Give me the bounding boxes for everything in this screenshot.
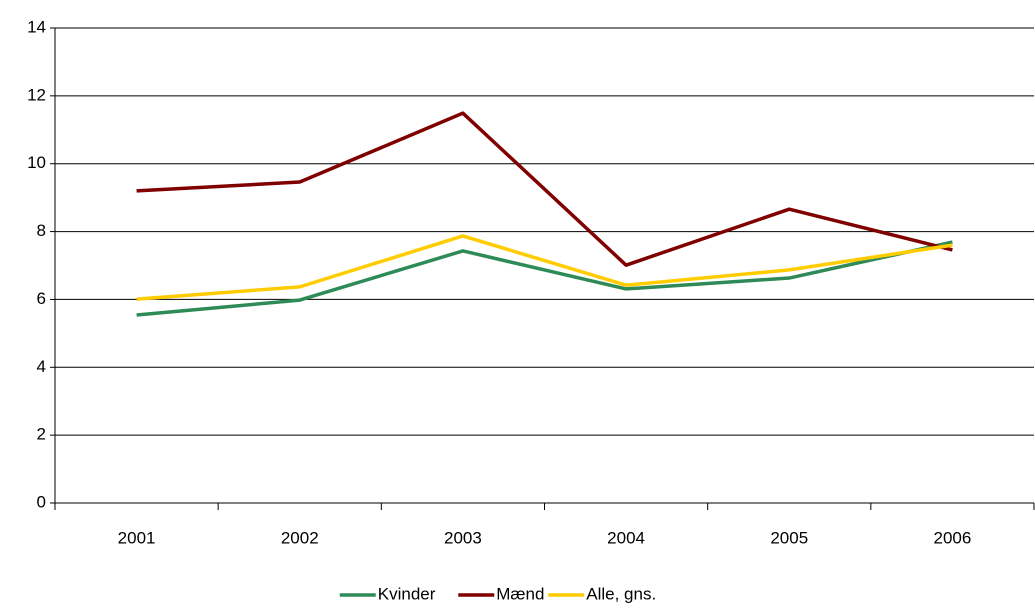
- legend-label: Alle, gns.: [586, 584, 656, 603]
- y-tick-label: 12: [27, 85, 46, 104]
- series-line: [136, 234, 953, 301]
- x-tick-label: 2004: [607, 528, 645, 547]
- y-tick-label: 10: [27, 153, 46, 172]
- x-tick-label: 2001: [118, 528, 156, 547]
- y-tick-label: 14: [27, 17, 46, 36]
- x-tick-label: 2003: [444, 528, 482, 547]
- legend-label: Mænd: [496, 584, 544, 603]
- y-tick-label: 0: [37, 492, 46, 511]
- x-tick-label: 2002: [281, 528, 319, 547]
- y-tick-label: 6: [37, 289, 46, 308]
- x-tick-label: 2005: [770, 528, 808, 547]
- legend-label: Kvinder: [378, 584, 436, 603]
- y-tick-label: 4: [37, 357, 46, 376]
- y-tick-label: 8: [37, 221, 46, 240]
- series-line: [136, 240, 953, 317]
- x-tick-label: 2006: [934, 528, 972, 547]
- y-tick-label: 2: [37, 425, 46, 444]
- series-line: [136, 111, 953, 267]
